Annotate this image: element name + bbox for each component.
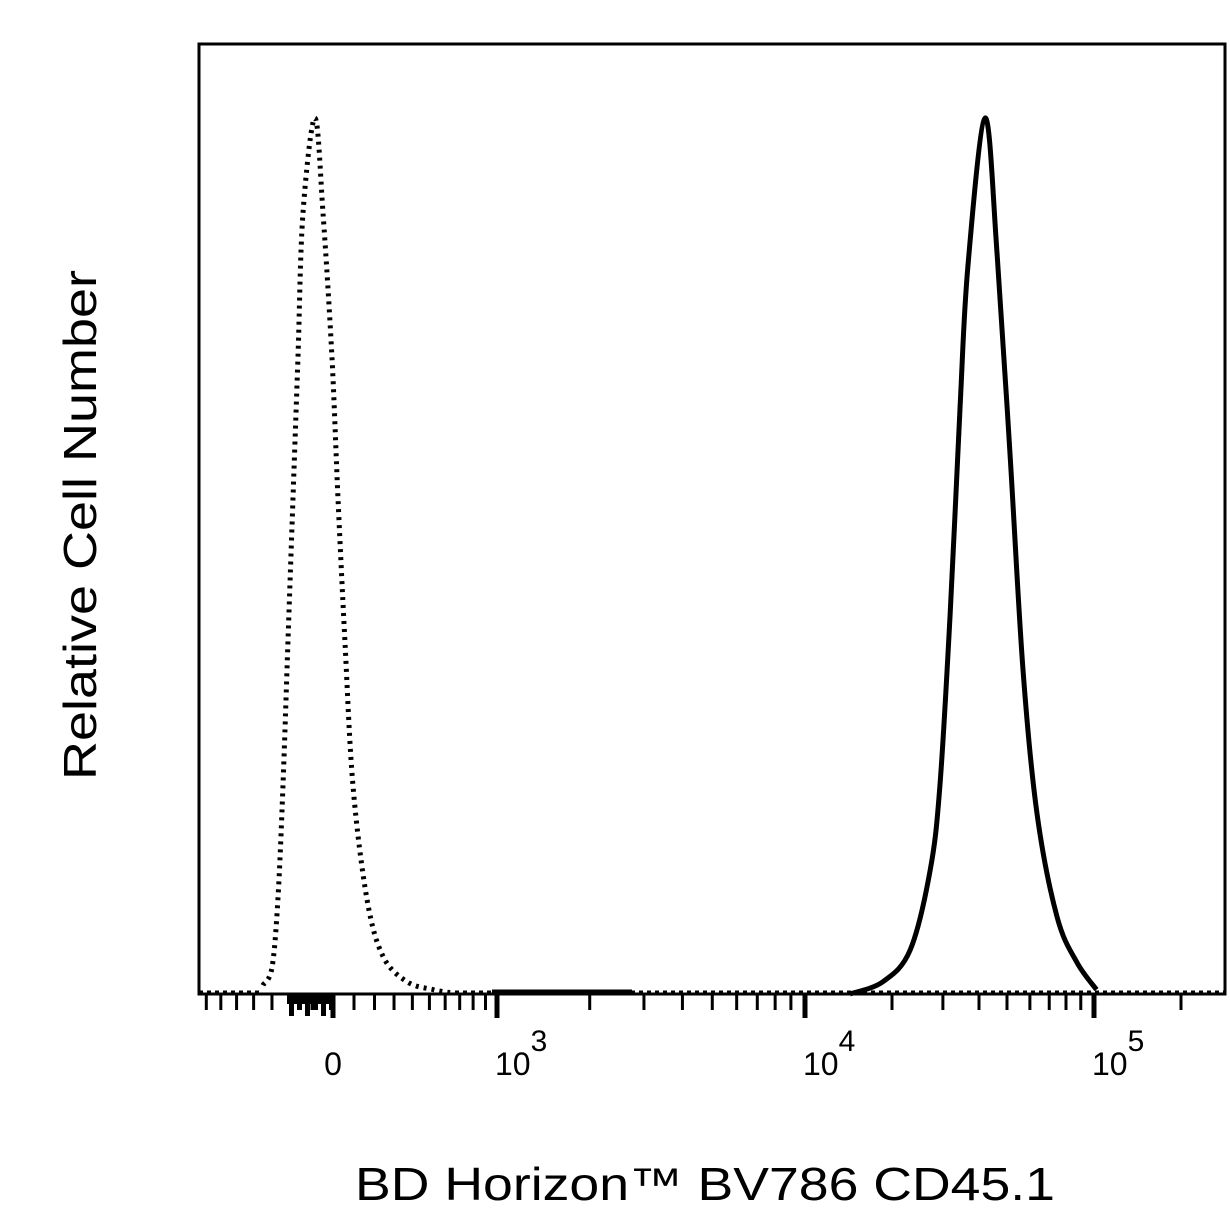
- x-tick-exponent: 4: [839, 1025, 856, 1058]
- x-axis-ticks: [204, 994, 1183, 1018]
- x-tick-label: 103: [495, 1025, 547, 1082]
- x-tick-exponent: 5: [1128, 1025, 1145, 1058]
- x-axis-label: BD Horizon™ BV786 CD45.1: [355, 1158, 1055, 1210]
- x-axis-tick-labels: 0 103 104 105: [324, 1025, 1144, 1082]
- x-tick-label: 104: [803, 1025, 855, 1082]
- histogram-curves: [199, 115, 1225, 997]
- plot-frame: [197, 42, 1227, 996]
- stained-histogram-solid: [849, 115, 1099, 997]
- dense-tick: [321, 994, 326, 1016]
- dense-tick: [289, 994, 294, 1016]
- x-tick-exponent: 3: [531, 1025, 548, 1058]
- dense-tick: [305, 994, 310, 1016]
- control-histogram-dotted: [260, 115, 454, 996]
- x-tick-label: 0: [324, 1046, 342, 1082]
- x-tick-label: 105: [1092, 1025, 1144, 1082]
- dense-tick-block: [287, 994, 335, 1004]
- y-axis-label: Relative Cell Number: [54, 270, 106, 780]
